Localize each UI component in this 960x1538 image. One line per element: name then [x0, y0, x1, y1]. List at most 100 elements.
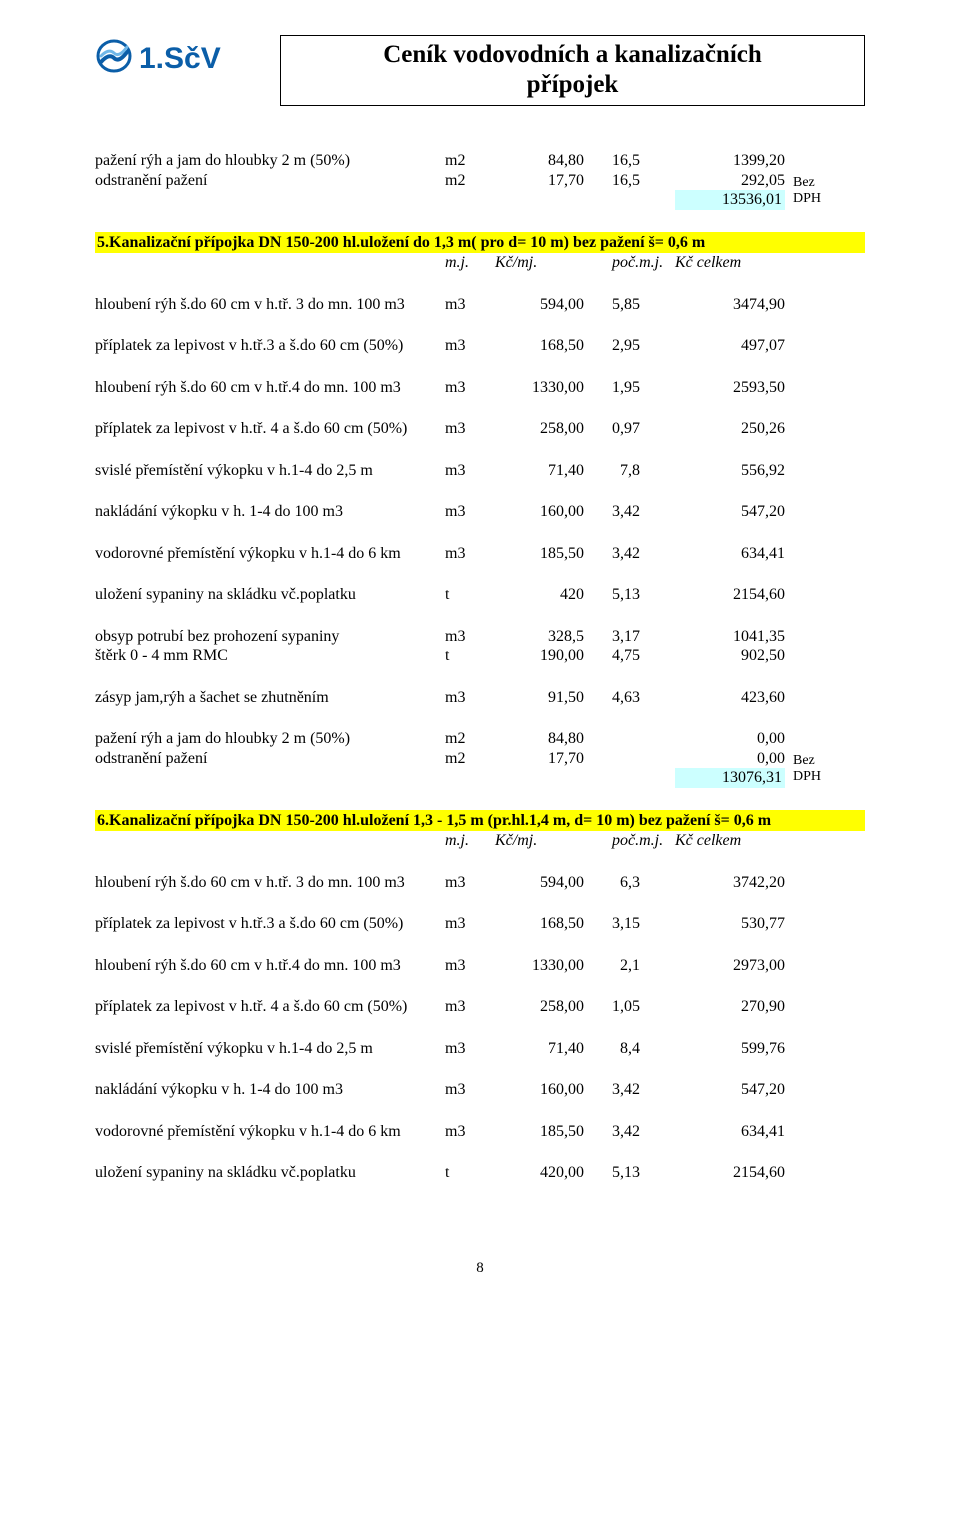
- section6-subheader: m.j. Kč/mj. poč.m.j. Kč celkem: [95, 831, 865, 851]
- cell-desc: příplatek za lepivost v h.tř.3 a š.do 60…: [95, 914, 445, 934]
- cell-unit: m3: [445, 1122, 495, 1142]
- cell-desc: hloubení rýh š.do 60 cm v h.tř. 3 do mn.…: [95, 295, 445, 315]
- cell-price: 1330,00: [495, 956, 590, 976]
- cell-total: 1399,20: [675, 151, 785, 171]
- cell-qty: 3,42: [590, 544, 675, 564]
- cell-price: 160,00: [495, 1080, 590, 1100]
- cell-total: 547,20: [675, 502, 785, 522]
- cell-unit: m2: [445, 749, 495, 769]
- cell-qty: 4,63: [590, 688, 675, 708]
- cell-total: 530,77: [675, 914, 785, 934]
- logo-text: 1.SčV: [139, 42, 221, 76]
- cell-price: 594,00: [495, 873, 590, 893]
- table-row: obsyp potrubí bez prohození sypaninym332…: [95, 627, 865, 647]
- cell-total: 547,20: [675, 1080, 785, 1100]
- cell-qty: 3,17: [590, 627, 675, 647]
- cell-qty: 5,85: [590, 295, 675, 315]
- cell-price: 190,00: [495, 646, 590, 666]
- cell-unit: m2: [445, 171, 495, 191]
- cell-qty: 2,95: [590, 336, 675, 356]
- cell-desc: zásyp jam,rýh a šachet se zhutněním: [95, 688, 445, 708]
- section5-title: 5.Kanalizační přípojka DN 150-200 hl.ulo…: [95, 233, 865, 253]
- cell-qty: 3,42: [590, 1080, 675, 1100]
- table-row: odstranění pažením217,7016,5292,05: [95, 171, 865, 191]
- cell-price: 185,50: [495, 544, 590, 564]
- cell-unit: m3: [445, 378, 495, 398]
- cell-price: 71,40: [495, 461, 590, 481]
- subtotal-value: 13076,31: [675, 768, 785, 788]
- cell-total: 3474,90: [675, 295, 785, 315]
- cell-desc: uložení sypaniny na skládku vč.poplatku: [95, 585, 445, 605]
- cell-desc: svislé přemístění výkopku v h.1-4 do 2,5…: [95, 1039, 445, 1059]
- cell-desc: příplatek za lepivost v h.tř.3 a š.do 60…: [95, 336, 445, 356]
- cell-unit: t: [445, 1163, 495, 1183]
- cell-qty: 5,13: [590, 1163, 675, 1183]
- table-row: hloubení rýh š.do 60 cm v h.tř. 3 do mn.…: [95, 295, 865, 315]
- cell-unit: m3: [445, 627, 495, 647]
- cell-total: 250,26: [675, 419, 785, 439]
- section6-title: 6.Kanalizační přípojka DN 150-200 hl.ulo…: [95, 811, 865, 831]
- cell-qty: 3,15: [590, 914, 675, 934]
- cell-unit: m3: [445, 295, 495, 315]
- cell-unit: m3: [445, 997, 495, 1017]
- cell-qty: 1,95: [590, 378, 675, 398]
- logo-block: 1.SčV: [95, 35, 280, 78]
- page-number: 8: [95, 1260, 865, 1277]
- table-row: odstranění pažením217,700,00: [95, 749, 865, 769]
- cell-qty: [590, 729, 675, 749]
- cell-desc: vodorovné přemístění výkopku v h.1-4 do …: [95, 1122, 445, 1142]
- cell-total: 0,00: [675, 749, 785, 769]
- cell-desc: hloubení rýh š.do 60 cm v h.tř.4 do mn. …: [95, 378, 445, 398]
- cell-desc: svislé přemístění výkopku v h.1-4 do 2,5…: [95, 461, 445, 481]
- cell-desc: nakládání výkopku v h. 1-4 do 100 m3: [95, 502, 445, 522]
- cell-qty: 16,5: [590, 151, 675, 171]
- page-header: 1.SčV Ceník vodovodních a kanalizačních …: [95, 35, 865, 106]
- cell-unit: m3: [445, 502, 495, 522]
- cell-qty: 3,42: [590, 502, 675, 522]
- cell-qty: [590, 749, 675, 769]
- cell-desc: odstranění pažení: [95, 749, 445, 769]
- cell-unit: m3: [445, 336, 495, 356]
- cell-price: 91,50: [495, 688, 590, 708]
- cell-unit: m2: [445, 151, 495, 171]
- cell-total: 3742,20: [675, 873, 785, 893]
- cell-price: 258,00: [495, 419, 590, 439]
- table-row: vodorovné přemístění výkopku v h.1-4 do …: [95, 1122, 865, 1142]
- cell-unit: m3: [445, 1080, 495, 1100]
- cell-total: 634,41: [675, 544, 785, 564]
- cell-desc: příplatek za lepivost v h.tř. 4 a š.do 6…: [95, 997, 445, 1017]
- table-row: pažení rýh a jam do hloubky 2 m (50%)m28…: [95, 729, 865, 749]
- cell-unit: t: [445, 646, 495, 666]
- cell-price: 258,00: [495, 997, 590, 1017]
- cell-total: 599,76: [675, 1039, 785, 1059]
- cell-total: 634,41: [675, 1122, 785, 1142]
- table-row: hloubení rýh š.do 60 cm v h.tř.4 do mn. …: [95, 956, 865, 976]
- cell-price: 168,50: [495, 336, 590, 356]
- table-row: zásyp jam,rýh a šachet se zhutněnímm391,…: [95, 688, 865, 708]
- subtotal-row: 13076,31BezDPH: [95, 768, 865, 788]
- cell-total: 2973,00: [675, 956, 785, 976]
- cell-unit: m3: [445, 688, 495, 708]
- title-line-1: Ceník vodovodních a kanalizačních: [289, 40, 856, 70]
- subtotal-note1: BezDPH: [785, 190, 830, 210]
- cell-qty: 6,3: [590, 873, 675, 893]
- cell-qty: 1,05: [590, 997, 675, 1017]
- table-row: hloubení rýh š.do 60 cm v h.tř.4 do mn. …: [95, 378, 865, 398]
- cell-desc: uložení sypaniny na skládku vč.poplatku: [95, 1163, 445, 1183]
- cell-unit: m3: [445, 461, 495, 481]
- cell-desc: štěrk 0 - 4 mm RMC: [95, 646, 445, 666]
- cell-total: 423,60: [675, 688, 785, 708]
- cell-unit: m3: [445, 956, 495, 976]
- cell-qty: 8,4: [590, 1039, 675, 1059]
- title-box: Ceník vodovodních a kanalizačních přípoj…: [280, 35, 865, 106]
- table-row: příplatek za lepivost v h.tř.3 a š.do 60…: [95, 336, 865, 356]
- cell-price: 84,80: [495, 729, 590, 749]
- title-line-2: přípojek: [289, 70, 856, 100]
- cell-unit: m3: [445, 914, 495, 934]
- cell-desc: hloubení rýh š.do 60 cm v h.tř.4 do mn. …: [95, 956, 445, 976]
- table-row: uložení sypaniny na skládku vč.poplatkut…: [95, 1163, 865, 1183]
- cell-qty: 3,42: [590, 1122, 675, 1142]
- cell-unit: m3: [445, 544, 495, 564]
- cell-qty: 5,13: [590, 585, 675, 605]
- cell-desc: odstranění pažení: [95, 171, 445, 191]
